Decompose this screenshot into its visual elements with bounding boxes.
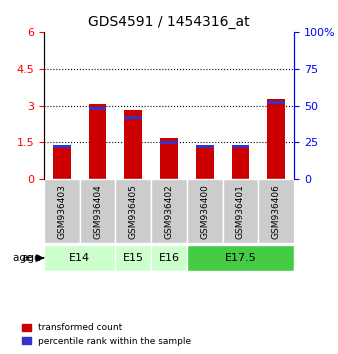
Bar — [187, 245, 294, 271]
Bar — [89, 104, 106, 179]
Text: GSM936402: GSM936402 — [165, 184, 173, 239]
Bar — [267, 99, 285, 179]
Bar — [258, 179, 294, 243]
Legend: transformed count, percentile rank within the sample: transformed count, percentile rank withi… — [18, 320, 195, 349]
Text: GSM936406: GSM936406 — [272, 184, 281, 239]
Bar — [124, 116, 142, 119]
Text: age ▶: age ▶ — [13, 253, 43, 263]
Bar — [223, 179, 258, 243]
Text: E17.5: E17.5 — [224, 253, 256, 263]
Bar — [160, 141, 178, 144]
Text: E15: E15 — [123, 253, 144, 263]
Bar — [53, 145, 71, 148]
Text: GSM936401: GSM936401 — [236, 184, 245, 239]
Bar — [267, 101, 285, 104]
Text: GSM936403: GSM936403 — [57, 184, 66, 239]
Bar — [151, 245, 187, 271]
Bar — [44, 245, 115, 271]
Bar — [160, 138, 178, 179]
Text: E16: E16 — [159, 253, 179, 263]
Bar — [124, 110, 142, 179]
Bar — [232, 145, 249, 148]
Bar — [196, 145, 214, 148]
Text: GSM936404: GSM936404 — [93, 184, 102, 239]
Text: E14: E14 — [69, 253, 90, 263]
Title: GDS4591 / 1454316_at: GDS4591 / 1454316_at — [88, 16, 250, 29]
Text: age: age — [22, 253, 41, 263]
Bar — [89, 107, 106, 110]
Bar — [115, 245, 151, 271]
Text: GSM936400: GSM936400 — [200, 184, 209, 239]
Text: GSM936405: GSM936405 — [129, 184, 138, 239]
Bar — [196, 146, 214, 179]
Bar — [187, 179, 223, 243]
Bar — [53, 145, 71, 179]
Bar — [151, 179, 187, 243]
Bar — [115, 179, 151, 243]
Bar — [44, 179, 80, 243]
Bar — [232, 147, 249, 179]
Bar — [80, 179, 115, 243]
